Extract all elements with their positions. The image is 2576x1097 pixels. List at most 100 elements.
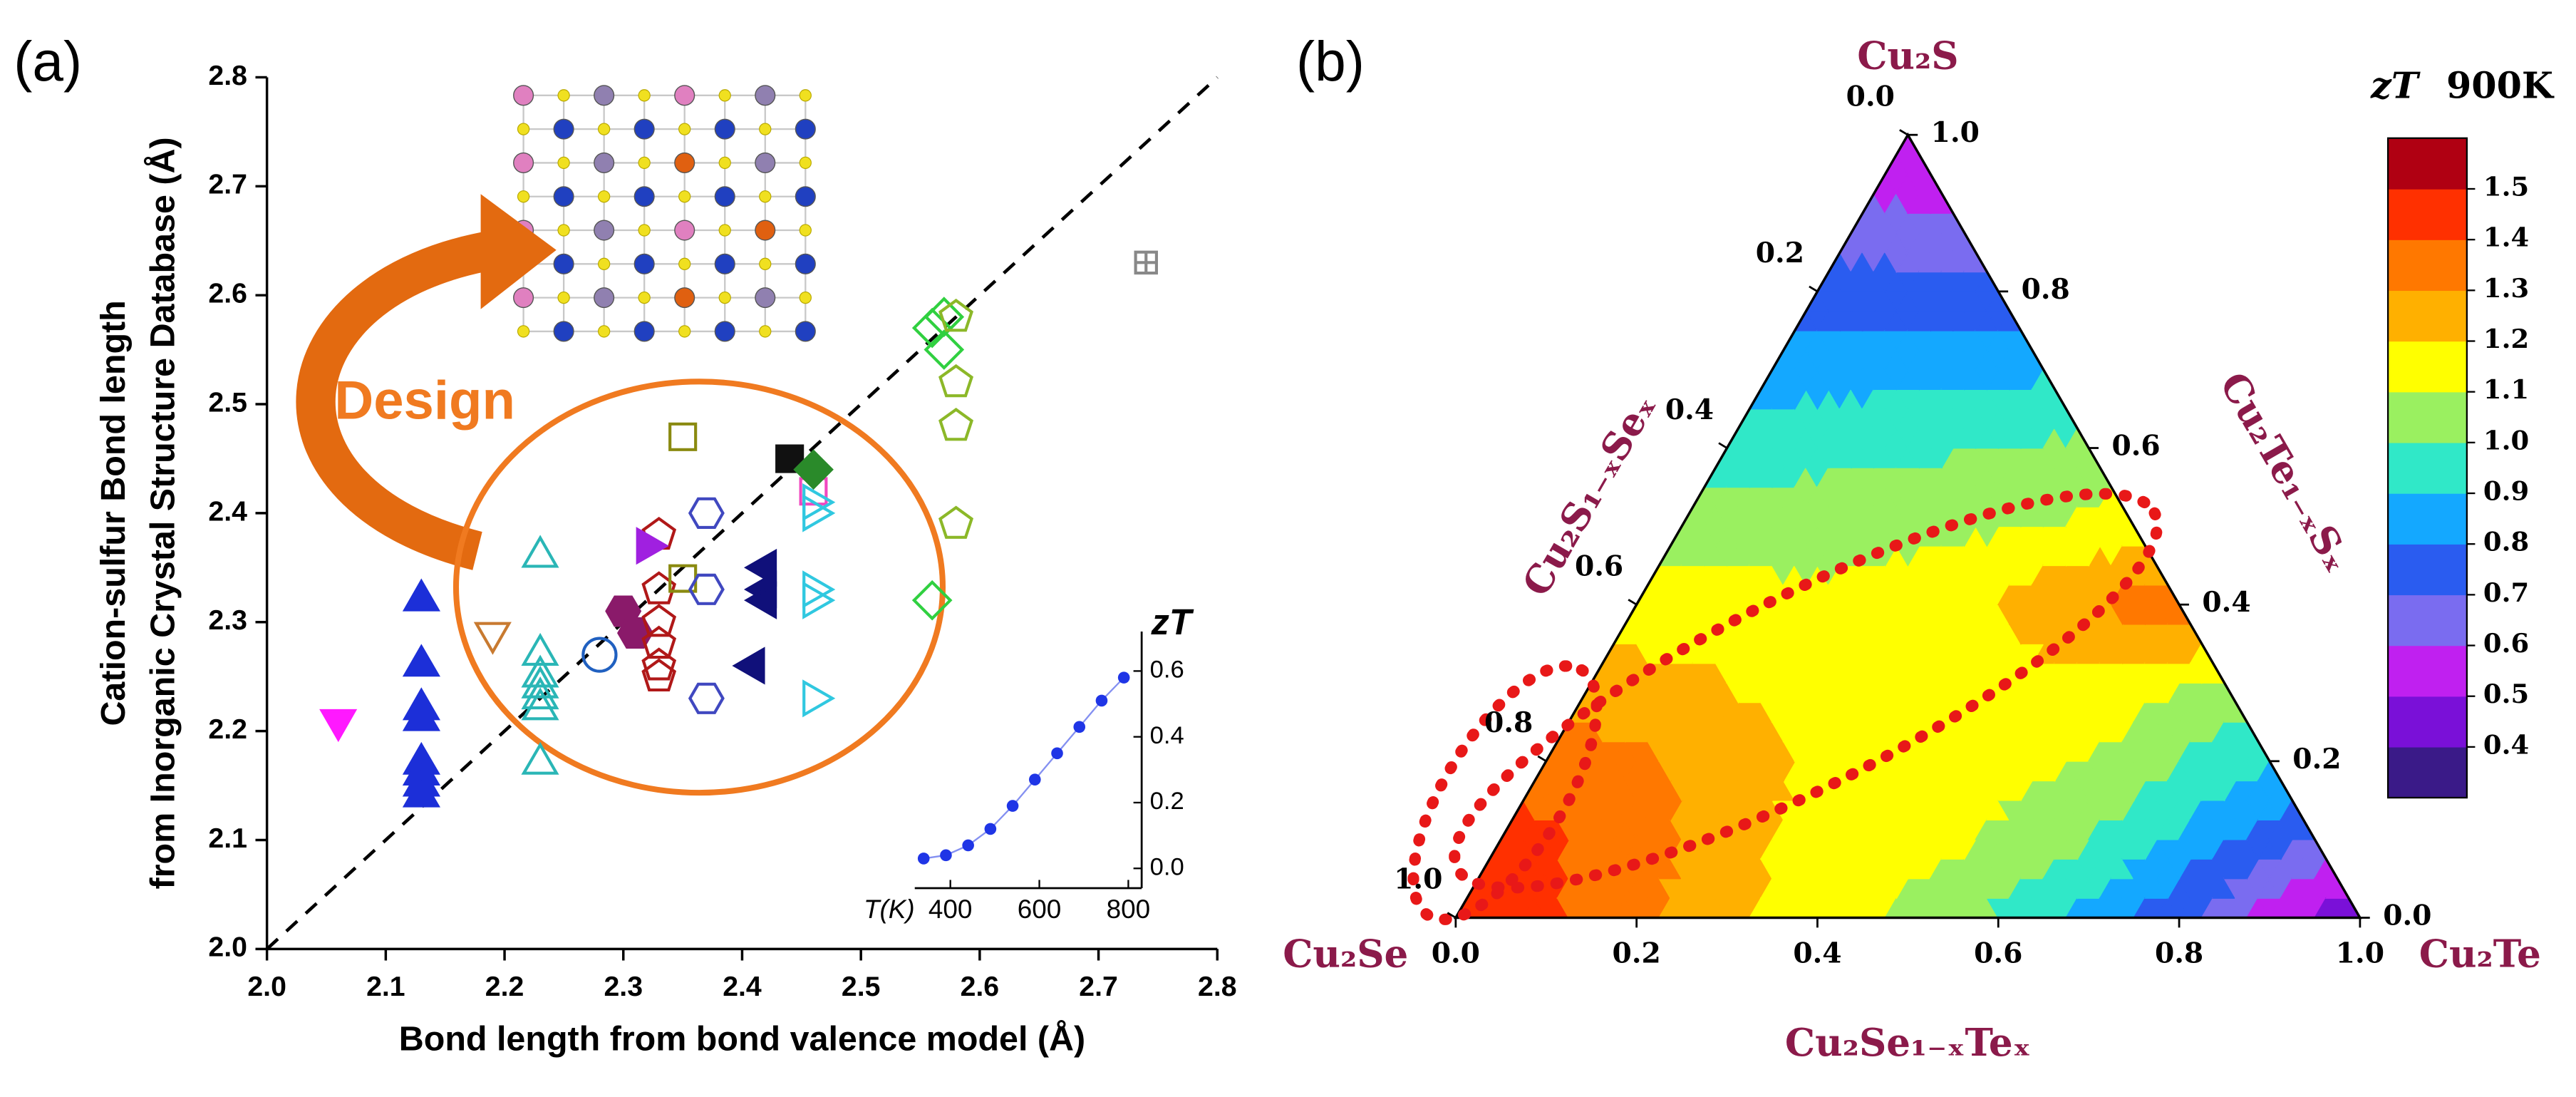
lattice-atom — [553, 321, 574, 342]
lattice-atom — [517, 190, 530, 203]
data-point — [793, 449, 834, 490]
design-arrow-head — [480, 194, 557, 309]
lattice-atom — [597, 325, 611, 338]
left-tick-label: 0.2 — [1756, 237, 1804, 269]
lattice-atom — [633, 118, 655, 140]
inset-point — [1051, 747, 1063, 760]
panel-label: (a) — [14, 30, 82, 93]
colorbar-tick-label: 1.3 — [2483, 272, 2529, 304]
lattice-atom — [638, 156, 651, 170]
colorbar-band — [2388, 240, 2467, 292]
colorbar-band — [2388, 442, 2467, 494]
design-arrow — [296, 230, 497, 570]
colorbar-frame — [2386, 137, 2468, 799]
data-point — [668, 422, 698, 451]
data-point — [938, 505, 974, 539]
ternary-frame — [1453, 132, 2362, 920]
inset-point — [1028, 773, 1041, 786]
x-tick-label: 2.0 — [247, 971, 286, 1002]
colorbar-tick-label: 1.1 — [2483, 374, 2529, 405]
colorbar-tick-label: 0.5 — [2483, 678, 2529, 709]
lattice-atom — [638, 224, 651, 237]
colorbar-band — [2388, 290, 2467, 342]
inset-point — [962, 839, 974, 852]
lattice-atom — [674, 152, 695, 173]
y-tick-label: 2.3 — [208, 604, 247, 636]
data-point — [924, 297, 965, 337]
colorbar-band — [2388, 341, 2467, 393]
design-ellipse — [452, 378, 946, 796]
bottom-tick-label: 0.6 — [1974, 937, 2022, 970]
lattice-atom — [799, 224, 812, 237]
x-tick-label: 2.8 — [1198, 971, 1237, 1002]
data-point — [938, 407, 974, 441]
lattice-atom — [755, 152, 776, 173]
vertex-label: Cu₂Te — [2419, 931, 2541, 976]
lattice-atom — [678, 123, 691, 135]
lattice-atom — [517, 123, 530, 135]
y-tick-label: 2.0 — [208, 932, 247, 963]
y-tick-label: 2.5 — [208, 386, 247, 418]
bottom-axis-label: Cu₂Se₁₋ₓTeₓ — [1785, 1020, 2031, 1065]
lattice-atom — [638, 291, 651, 304]
annotation: Design — [334, 371, 515, 431]
data-point — [732, 647, 765, 685]
lattice-atom — [517, 325, 530, 338]
colorbar-band — [2388, 696, 2467, 748]
vertex-label: Cu₂Se — [1283, 931, 1408, 976]
lattice-atom — [674, 287, 695, 309]
y-tick-label: 2.6 — [208, 278, 247, 309]
y-tick-label: 2.4 — [208, 495, 247, 527]
bottom-tick-label: 1.0 — [2336, 937, 2384, 970]
lattice-atom — [714, 321, 735, 342]
data-point — [473, 622, 512, 655]
data-point — [775, 444, 805, 473]
colorbar-unit: 900K — [2446, 64, 2555, 107]
lattice-atom — [633, 253, 655, 274]
lattice-atom — [759, 190, 772, 203]
lattice-atom — [755, 85, 776, 106]
lattice-atom — [799, 291, 812, 304]
lattice-atom — [795, 118, 816, 140]
lattice-atom — [513, 85, 534, 106]
y-axis-label: Cation-sulfur Bond length — [94, 300, 133, 726]
data-point — [402, 774, 440, 808]
left-tick — [1809, 285, 1819, 293]
left-tick-label: 0.4 — [1665, 393, 1714, 426]
x-tick-label: 2.2 — [485, 971, 524, 1002]
bottom-tick-label: 0.0 — [1432, 937, 1480, 970]
data-point — [641, 658, 677, 692]
data-point — [641, 604, 677, 637]
data-point — [924, 329, 965, 370]
bottom-tick-label: 0.8 — [2155, 937, 2203, 970]
inset-point — [1117, 671, 1130, 684]
x-tick-label: 2.5 — [842, 971, 881, 1002]
right-tick-label: 0.4 — [2202, 586, 2250, 619]
colorbar-tick-label: 0.4 — [2483, 728, 2529, 760]
data-point — [581, 637, 618, 673]
data-point — [668, 564, 698, 593]
lattice-atom — [557, 224, 570, 237]
y-tick-label: 2.2 — [208, 714, 247, 745]
data-point — [521, 654, 559, 688]
inset-y-label: zT — [1150, 602, 1194, 642]
inset-y-tick-label: 0.4 — [1150, 722, 1184, 749]
bottom-tick-label: 0.4 — [1793, 937, 1841, 970]
lattice-atom — [718, 89, 731, 102]
lattice-atom — [678, 257, 691, 270]
y-axis-label: from Inorganic Crystal Structure Databas… — [143, 137, 182, 889]
lattice-atom — [718, 224, 731, 237]
colorbar-band — [2388, 493, 2467, 545]
data-point — [802, 581, 836, 619]
colorbar-band — [2388, 188, 2467, 240]
right-tick-label: 1.0 — [1931, 116, 1980, 149]
data-point — [938, 364, 974, 398]
data-point — [799, 477, 828, 506]
x-tick-label: 2.1 — [366, 971, 405, 1002]
left-tick-label: 0.6 — [1575, 550, 1623, 582]
data-point — [688, 573, 725, 605]
plot-layer: (a) Design 2.0 2.1 2.2 2.3 2.4 2.5 2.6 2.7 2.8 2.0 2… — [14, 30, 2555, 1065]
lattice-atom — [594, 220, 615, 241]
lattice-atom — [553, 186, 574, 207]
inset-point — [1006, 800, 1019, 812]
